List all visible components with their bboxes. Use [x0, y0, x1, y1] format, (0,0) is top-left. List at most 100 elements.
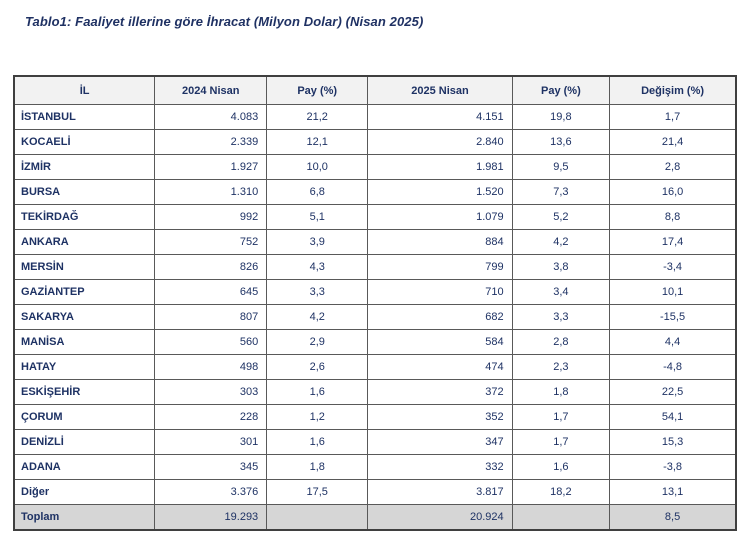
total-value-cell: 19.293 — [154, 504, 268, 531]
value-cell: 18,2 — [511, 479, 611, 505]
value-cell: 3,4 — [511, 279, 611, 305]
value-cell: 3.376 — [154, 479, 268, 505]
province-cell: ADANA — [13, 454, 156, 480]
table-row: TEKİRDAĞ 992 5,1 1.079 5,2 8,8 — [13, 204, 737, 230]
value-cell: 1.310 — [154, 179, 268, 205]
value-cell: 301 — [154, 429, 268, 455]
table-row: SAKARYA 807 4,2 682 3,3 -15,5 — [13, 304, 737, 330]
value-cell: 1.079 — [367, 204, 513, 230]
value-cell: 347 — [367, 429, 513, 455]
column-header: Değişim (%) — [609, 75, 737, 105]
value-cell: 4.151 — [367, 104, 513, 130]
value-cell: 2,6 — [266, 354, 369, 380]
province-cell: DENİZLİ — [13, 429, 156, 455]
value-cell: 1,6 — [266, 379, 369, 405]
value-cell: 2,9 — [266, 329, 369, 355]
value-cell: 1,7 — [609, 104, 737, 130]
value-cell: 21,4 — [609, 129, 737, 155]
value-cell: 2.840 — [367, 129, 513, 155]
value-cell: 22,5 — [609, 379, 737, 405]
value-cell: 332 — [367, 454, 513, 480]
total-label-cell: Toplam — [13, 504, 156, 531]
column-header: İL — [13, 75, 156, 105]
province-cell: MANİSA — [13, 329, 156, 355]
province-cell: ANKARA — [13, 229, 156, 255]
table-row: ADANA 345 1,8 332 1,6 -3,8 — [13, 454, 737, 480]
table-row: ANKARA 752 3,9 884 4,2 17,4 — [13, 229, 737, 255]
column-header: 2024 Nisan — [154, 75, 268, 105]
province-cell: Diğer — [13, 479, 156, 505]
value-cell: 10,0 — [266, 154, 369, 180]
value-cell: 372 — [367, 379, 513, 405]
province-cell: İSTANBUL — [13, 104, 156, 130]
value-cell: 1,6 — [511, 454, 611, 480]
value-cell: 4,2 — [266, 304, 369, 330]
province-cell: MERSİN — [13, 254, 156, 280]
value-cell: 13,6 — [511, 129, 611, 155]
value-cell: 5,1 — [266, 204, 369, 230]
province-cell: BURSA — [13, 179, 156, 205]
value-cell: 16,0 — [609, 179, 737, 205]
value-cell: 9,5 — [511, 154, 611, 180]
value-cell: 474 — [367, 354, 513, 380]
value-cell: 682 — [367, 304, 513, 330]
total-row: Toplam 19.293 20.924 8,5 — [13, 504, 737, 531]
value-cell: 1,7 — [511, 429, 611, 455]
value-cell: 560 — [154, 329, 268, 355]
column-header: Pay (%) — [266, 75, 369, 105]
value-cell: 345 — [154, 454, 268, 480]
value-cell: 884 — [367, 229, 513, 255]
table-row: KOCAELİ 2.339 12,1 2.840 13,6 21,4 — [13, 129, 737, 155]
value-cell: 54,1 — [609, 404, 737, 430]
value-cell: 799 — [367, 254, 513, 280]
value-cell: 710 — [367, 279, 513, 305]
value-cell: 584 — [367, 329, 513, 355]
value-cell: 17,4 — [609, 229, 737, 255]
value-cell: 352 — [367, 404, 513, 430]
value-cell: 752 — [154, 229, 268, 255]
value-cell: 12,1 — [266, 129, 369, 155]
value-cell: 4.083 — [154, 104, 268, 130]
table-row: Diğer 3.376 17,5 3.817 18,2 13,1 — [13, 479, 737, 505]
value-cell: 3,3 — [266, 279, 369, 305]
value-cell: 228 — [154, 404, 268, 430]
value-cell: 826 — [154, 254, 268, 280]
value-cell: 303 — [154, 379, 268, 405]
value-cell: 3,8 — [511, 254, 611, 280]
value-cell: -3,8 — [609, 454, 737, 480]
table-row: İZMİR 1.927 10,0 1.981 9,5 2,8 — [13, 154, 737, 180]
total-value-cell — [266, 504, 369, 531]
value-cell: 5,2 — [511, 204, 611, 230]
table-row: MERSİN 826 4,3 799 3,8 -3,4 — [13, 254, 737, 280]
province-cell: TEKİRDAĞ — [13, 204, 156, 230]
value-cell: 1.927 — [154, 154, 268, 180]
value-cell: -15,5 — [609, 304, 737, 330]
table-row: ÇORUM 228 1,2 352 1,7 54,1 — [13, 404, 737, 430]
value-cell: 3,9 — [266, 229, 369, 255]
value-cell: 1,2 — [266, 404, 369, 430]
value-cell: 15,3 — [609, 429, 737, 455]
value-cell: 992 — [154, 204, 268, 230]
table-row: HATAY 498 2,6 474 2,3 -4,8 — [13, 354, 737, 380]
value-cell: 1,8 — [511, 379, 611, 405]
value-cell: 21,2 — [266, 104, 369, 130]
table-row: ESKİŞEHİR 303 1,6 372 1,8 22,5 — [13, 379, 737, 405]
value-cell: 1,8 — [266, 454, 369, 480]
value-cell: 19,8 — [511, 104, 611, 130]
table-row: DENİZLİ 301 1,6 347 1,7 15,3 — [13, 429, 737, 455]
value-cell: 2,8 — [609, 154, 737, 180]
value-cell: 1,7 — [511, 404, 611, 430]
total-value-cell — [511, 504, 611, 531]
value-cell: 645 — [154, 279, 268, 305]
value-cell: 6,8 — [266, 179, 369, 205]
value-cell: 3,3 — [511, 304, 611, 330]
table-row: İSTANBUL 4.083 21,2 4.151 19,8 1,7 — [13, 104, 737, 130]
value-cell: 8,8 — [609, 204, 737, 230]
value-cell: 1,6 — [266, 429, 369, 455]
province-cell: SAKARYA — [13, 304, 156, 330]
province-cell: ÇORUM — [13, 404, 156, 430]
value-cell: 17,5 — [266, 479, 369, 505]
value-cell: 4,4 — [609, 329, 737, 355]
total-value-cell: 20.924 — [367, 504, 513, 531]
value-cell: -4,8 — [609, 354, 737, 380]
